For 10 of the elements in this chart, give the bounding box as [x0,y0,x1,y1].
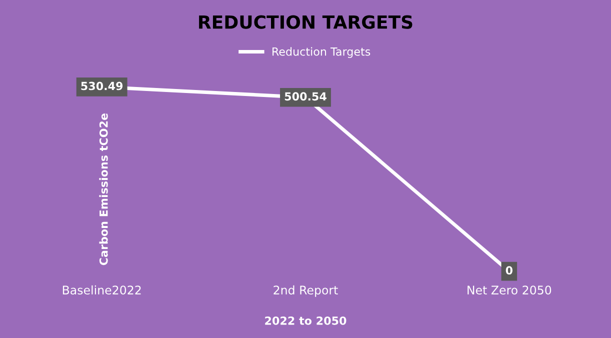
legend-label: Reduction Targets [272,47,370,58]
data-label: 530.49 [81,82,123,90]
y-axis-title: Carbon Emissions tCO2e [99,113,108,266]
data-label: 0 [506,266,512,275]
x-tick-label: 2nd Report [274,285,338,297]
x-tick-label: Baseline2022 [62,285,141,295]
data-label: 500.54 [284,92,326,101]
x-axis-title: 2022 to 2050 [265,316,346,325]
x-tick-label: Net Zero 2050 [468,286,552,295]
chart-title: REDUCTION TARGETS [199,15,412,29]
